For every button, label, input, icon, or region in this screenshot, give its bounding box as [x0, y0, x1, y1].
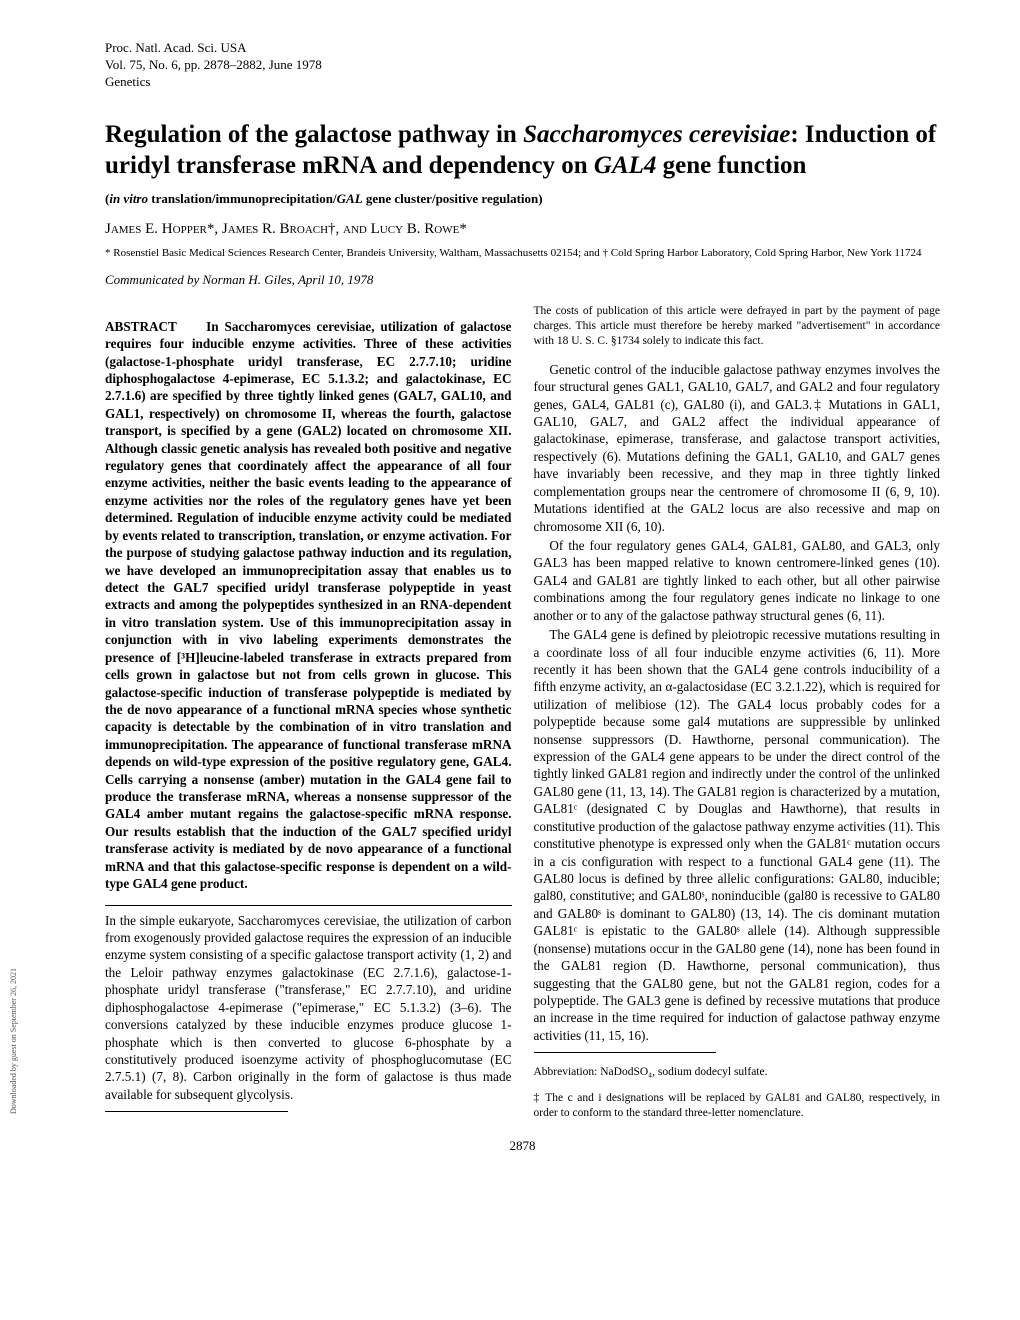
abstract-text: In Saccharomyces cerevisiae, utilization… [105, 319, 512, 892]
journal-header: Proc. Natl. Acad. Sci. USA Vol. 75, No. … [105, 40, 940, 91]
subtitle: (in vitro translation/immunoprecipitatio… [105, 191, 940, 207]
title-species: Saccharomyces cerevisiae [523, 121, 790, 148]
body-p1: In the simple eukaryote, Saccharomyces c… [105, 912, 512, 1104]
footnote-right2: ‡ The c and i designations will be repla… [534, 1091, 941, 1121]
subtitle-it2: GAL [337, 191, 363, 206]
footnote-divider-left [105, 1111, 288, 1112]
download-note: Downloaded by guest on September 26, 202… [9, 968, 18, 1114]
journal-line3: Genetics [105, 74, 940, 91]
article-title: Regulation of the galactose pathway in S… [105, 119, 940, 182]
subtitle-it1: in vitro [109, 191, 148, 206]
affiliation: * Rosenstiel Basic Medical Sciences Rese… [105, 246, 940, 260]
footnote-right1: Abbreviation: NaDodSO₄, sodium dodecyl s… [534, 1065, 941, 1080]
page-number: 2878 [105, 1138, 940, 1154]
subtitle-mid: translation/immunoprecipitation/ [148, 191, 337, 206]
footnote-divider-right [534, 1052, 717, 1053]
body-p4: The GAL4 gene is defined by pleiotropic … [534, 626, 941, 1044]
abstract-divider [105, 905, 512, 906]
body-p2: Genetic control of the inducible galacto… [534, 361, 941, 535]
footnote-left: The costs of publication of this article… [534, 304, 941, 349]
abstract-label: ABSTRACT [105, 319, 177, 334]
abstract: ABSTRACT In Saccharomyces cerevisiae, ut… [105, 318, 512, 893]
page-container: Proc. Natl. Acad. Sci. USA Vol. 75, No. … [0, 0, 1020, 1194]
communicated-by: Communicated by Norman H. Giles, April 1… [105, 272, 940, 288]
journal-line2: Vol. 75, No. 6, pp. 2878–2882, June 1978 [105, 57, 940, 74]
authors: James E. Hopper*, James R. Broach†, and … [105, 221, 940, 238]
journal-line1: Proc. Natl. Acad. Sci. USA [105, 40, 940, 57]
subtitle-post: gene cluster/positive regulation) [363, 191, 543, 206]
title-gene: GAL4 [594, 152, 657, 179]
title-part1: Regulation of the galactose pathway in [105, 121, 523, 148]
body-columns: ABSTRACT In Saccharomyces cerevisiae, ut… [105, 304, 940, 1128]
body-p3: Of the four regulatory genes GAL4, GAL81… [534, 537, 941, 624]
title-part3: gene function [656, 152, 806, 179]
